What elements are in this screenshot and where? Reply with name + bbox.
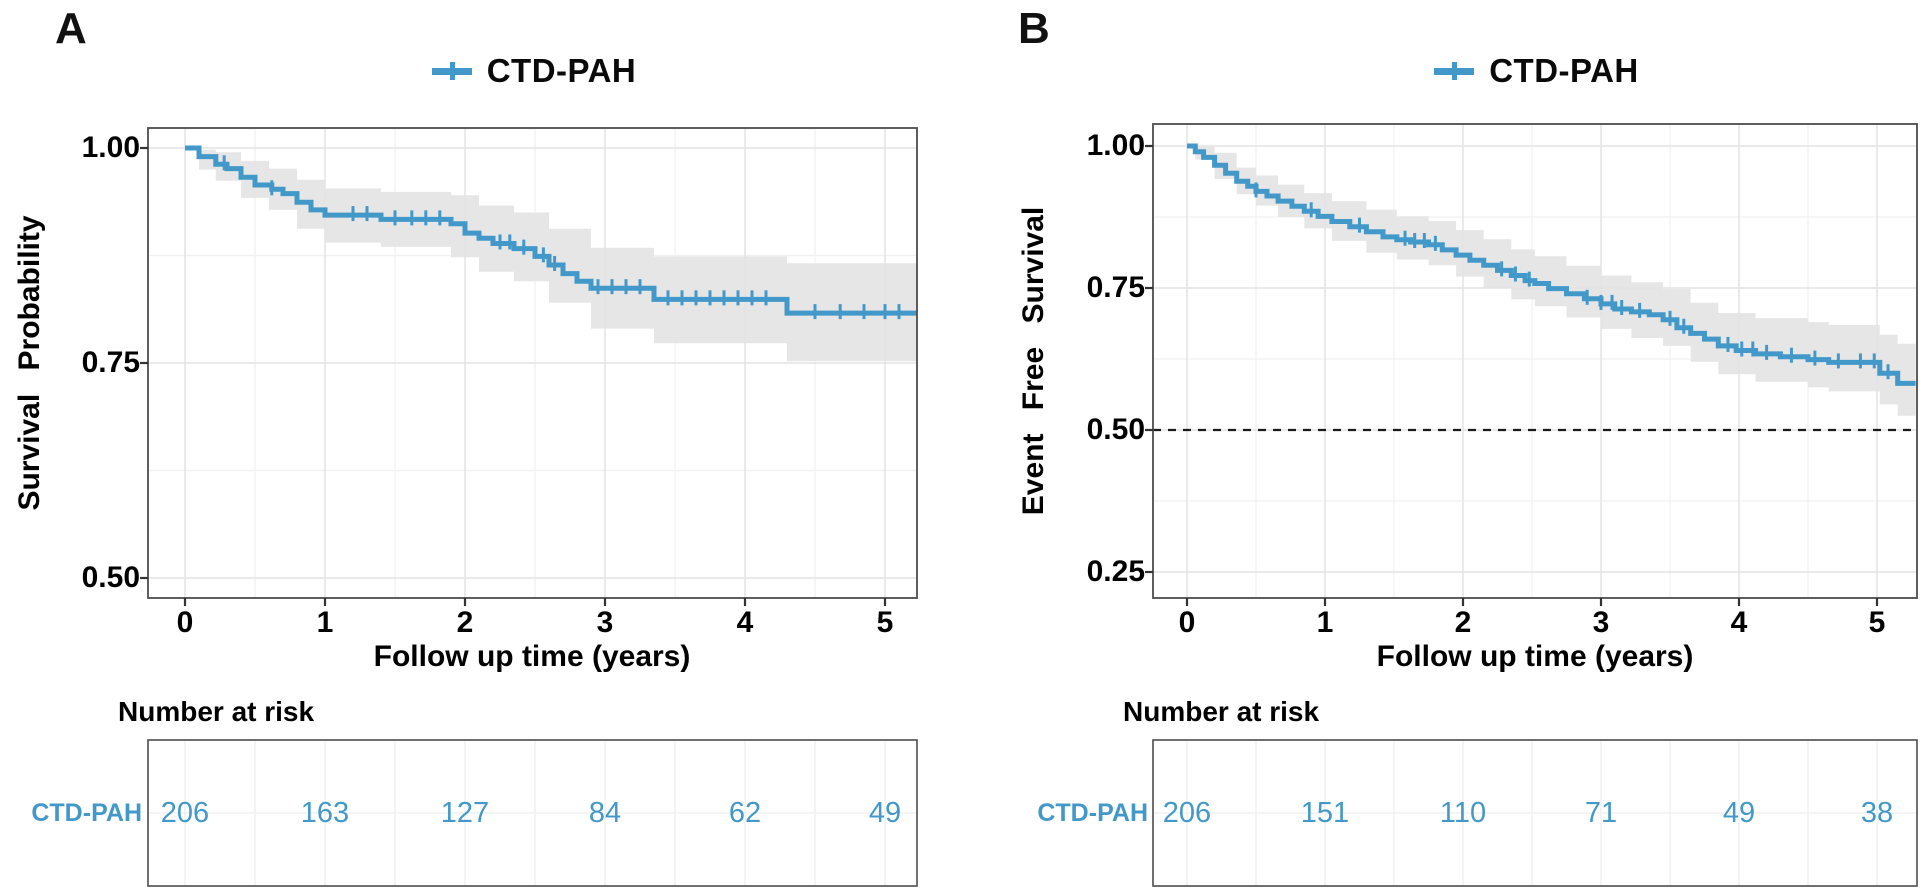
risk-table-box-A: [147, 739, 918, 887]
plot-border-B: [1152, 123, 1918, 599]
panel-b-x-axis-title: Follow up time (years): [1376, 640, 1694, 673]
panel-b-letter: B: [1018, 4, 1050, 53]
x-tick-label: 2: [456, 606, 474, 639]
km-curve-A: [185, 145, 917, 316]
risk-count: 84: [588, 797, 622, 829]
y-tick-label: 1.00: [81, 131, 140, 164]
y-tick-label: 0.75: [81, 346, 140, 379]
legend-key-icon: [1434, 62, 1475, 80]
risk-count: 110: [1439, 797, 1487, 829]
x-tick-label: 0: [1178, 606, 1196, 639]
legend-key-icon: [431, 62, 472, 80]
risk-table-box-B: [1152, 739, 1918, 887]
risk-count: 49: [868, 797, 902, 829]
x-tick-label: 2: [1454, 606, 1472, 639]
panel-a-legend: CTD-PAH: [148, 52, 917, 90]
x-tick-label: 3: [596, 606, 614, 639]
x-tick-label: 0: [176, 606, 194, 639]
panel-a-risk-row-label: CTD-PAH: [31, 799, 142, 827]
y-tick-label: 0.25: [1086, 555, 1145, 588]
y-tick-label: 0.50: [81, 561, 140, 594]
x-tick-label: 5: [876, 606, 894, 639]
x-tick-label: 1: [316, 606, 334, 639]
risk-count: 163: [300, 797, 350, 829]
panel-b-risk-table-title: Number at risk: [1123, 696, 1320, 727]
x-tick-label: 3: [1592, 606, 1610, 639]
y-tick-label: 1.00: [1086, 129, 1145, 162]
panel-a-risk-table-title: Number at risk: [118, 696, 315, 727]
x-tick-label: 4: [736, 606, 754, 639]
risk-count: 71: [1584, 797, 1618, 829]
risk-count: 127: [440, 797, 490, 829]
risk-count: 206: [160, 797, 210, 829]
y-tick-label: 0.75: [1086, 271, 1145, 304]
risk-count: 151: [1300, 797, 1350, 829]
panel-b-risk-row-label: CTD-PAH: [1037, 799, 1148, 827]
panel-b-y-axis-title: Event Free Survival: [1017, 206, 1050, 516]
panel-a-x-axis-title: Follow up time (years): [373, 640, 691, 673]
y-tick-label: 0.50: [1086, 413, 1145, 446]
x-tick-label: 4: [1730, 606, 1748, 639]
risk-count: 206: [1162, 797, 1212, 829]
x-tick-label: 5: [1868, 606, 1886, 639]
confidence-band-B: [1187, 146, 1916, 419]
risk-count: 38: [1860, 797, 1894, 829]
legend-label: CTD-PAH: [1489, 52, 1639, 89]
panel-b-legend: CTD-PAH: [1153, 52, 1917, 90]
km-curve-B: [1187, 143, 1916, 386]
panel-a-letter: A: [55, 4, 87, 53]
risk-count: 62: [728, 797, 762, 829]
x-tick-label: 1: [1316, 606, 1334, 639]
risk-count: 49: [1722, 797, 1756, 829]
legend-label: CTD-PAH: [486, 52, 637, 89]
